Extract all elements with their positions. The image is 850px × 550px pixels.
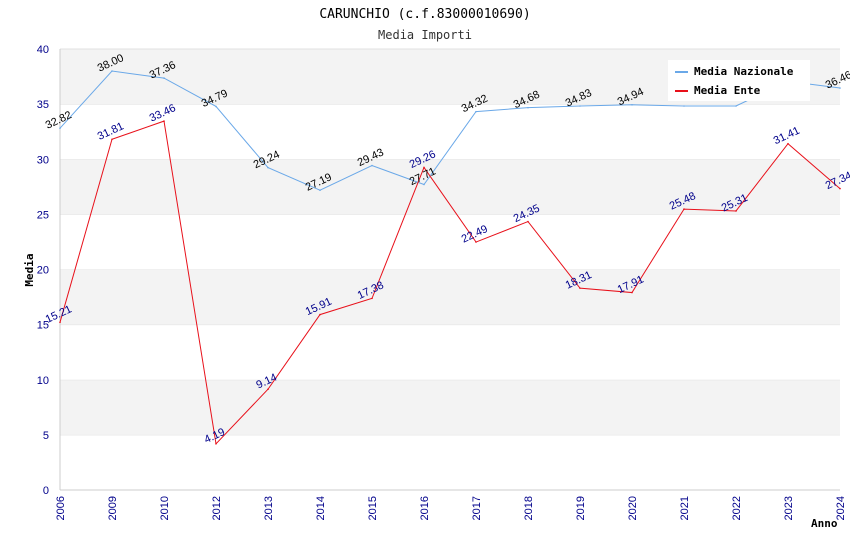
grid-band (60, 269, 840, 325)
x-tick-label: 2020 (627, 496, 639, 520)
y-tick-label: 20 (37, 265, 49, 277)
data-point (319, 189, 321, 192)
x-tick-label: 2019 (575, 496, 587, 520)
data-point (111, 70, 113, 72)
data-point (267, 166, 269, 169)
data-point (683, 208, 685, 210)
x-tick-label: 2022 (731, 496, 743, 520)
data-point (371, 297, 373, 300)
grid-band (60, 324, 840, 380)
data-point (839, 187, 841, 190)
grid-band (60, 104, 840, 160)
x-tick-label: 2009 (107, 496, 119, 520)
data-point (839, 87, 841, 89)
y-tick-label: 25 (37, 209, 49, 221)
x-tick-label: 2006 (55, 496, 67, 520)
y-tick-label: 15 (37, 320, 49, 332)
data-point (475, 110, 477, 113)
series-layer (59, 70, 841, 445)
data-point (163, 120, 165, 122)
grid-band (60, 214, 840, 270)
legend-label-nazionale: Media Nazionale (694, 65, 794, 78)
data-point (683, 105, 685, 107)
x-tick-label: 2021 (679, 496, 691, 520)
x-axis-label: Anno (811, 517, 838, 530)
data-point (631, 103, 633, 106)
data-point (527, 106, 529, 109)
y-tick-label: 5 (43, 430, 49, 442)
data-point (423, 166, 425, 169)
data-point (423, 183, 425, 186)
legend-box (668, 60, 810, 101)
y-tick-label: 40 (37, 44, 49, 56)
x-tick-label: 2015 (367, 496, 379, 520)
data-point (319, 313, 321, 316)
data-point (215, 443, 217, 445)
y-tick-label: 0 (43, 485, 49, 497)
chart-subtitle: Media Importi (378, 28, 472, 42)
data-point (59, 127, 61, 129)
x-tick-label: 2018 (523, 496, 535, 520)
x-tick-label: 2010 (159, 496, 171, 520)
y-tick-label: 30 (37, 154, 49, 166)
grid-band (60, 379, 840, 435)
x-tick-label: 2013 (263, 496, 275, 520)
series-line-ente (59, 120, 841, 445)
data-point (163, 77, 165, 79)
data-point (267, 388, 269, 391)
x-tick-label: 2024 (835, 496, 847, 520)
data-point (735, 210, 737, 212)
data-point (59, 321, 61, 324)
chart-title: CARUNCHIO (c.f.83000010690) (319, 7, 530, 22)
data-point (735, 105, 737, 107)
series-line-nazionale (59, 70, 841, 191)
legend: Media Nazionale Media Ente (668, 60, 810, 101)
grid-band (60, 434, 840, 490)
x-tick-label: 2023 (783, 496, 795, 520)
data-point (579, 287, 581, 289)
data-point (579, 105, 581, 107)
data-point (475, 241, 477, 243)
grid-bands (60, 48, 840, 490)
y-tick-label: 35 (37, 99, 49, 111)
x-tick-label: 2012 (211, 496, 223, 520)
data-point (215, 105, 217, 108)
y-axis-label: Media (23, 253, 36, 286)
data-point (631, 291, 633, 294)
x-tick-label: 2017 (471, 496, 483, 520)
legend-label-ente: Media Ente (694, 84, 761, 97)
data-point (111, 138, 113, 141)
x-tick-label: 2016 (419, 496, 431, 520)
data-point (527, 220, 529, 223)
x-tick-label: 2014 (315, 496, 327, 520)
y-axis-ticks: 0 5 10 15 20 25 30 35 40 (37, 44, 49, 497)
y-tick-label: 10 (37, 375, 49, 387)
x-axis-ticks: 2006 2009 2010 2012 2013 2014 2015 2016 2017 2018… (55, 496, 847, 520)
data-point (787, 142, 789, 145)
data-point (371, 164, 373, 167)
